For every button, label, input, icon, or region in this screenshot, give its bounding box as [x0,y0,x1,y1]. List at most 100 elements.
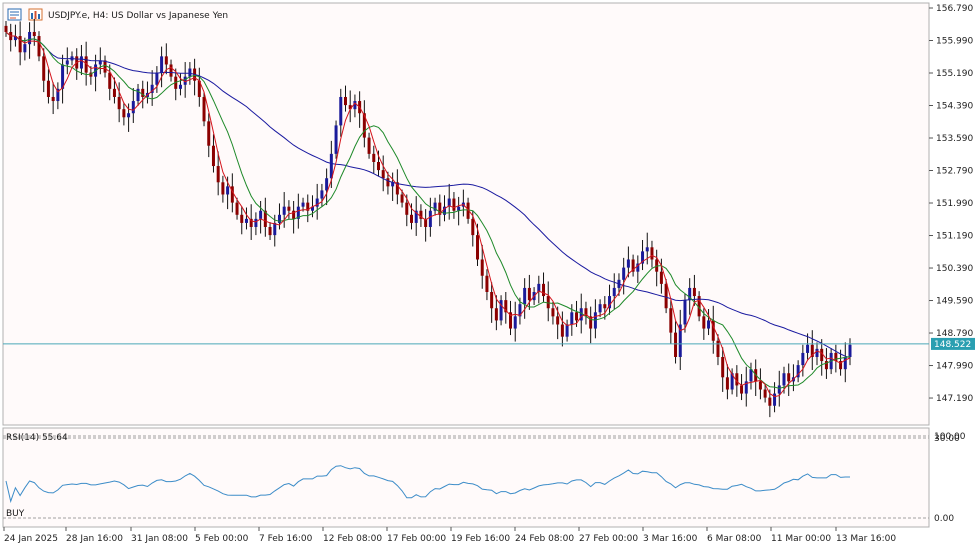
candle-bear [18,36,22,53]
candle-bull [645,247,649,252]
candle-bear [650,247,654,260]
time-tick-label: 12 Feb 08:00 [323,534,382,544]
candle-bear [556,316,560,325]
chart-window-icon[interactable] [7,8,22,21]
candle-bear [504,300,508,313]
candle-bear [716,340,720,357]
candle-bull [683,300,687,325]
rsi-title: RSI(14) 55.64 [6,433,68,443]
candle-bull [626,259,630,268]
candle-bear [221,182,225,195]
candle-bear [546,296,550,309]
candle-bear [584,308,588,317]
candle-bear [37,36,41,57]
candle-bull [61,64,65,89]
candle-bear [452,198,456,211]
candle-bear [542,283,546,297]
price-tick-label: 154.390 [936,102,973,112]
candle-bull [56,88,60,102]
candle-bull [244,218,248,223]
candle-bear [117,96,121,110]
candle-bull [310,206,314,211]
candle-bear [820,348,824,362]
candle-bear [527,287,531,301]
candle-bull [499,300,503,321]
candle-bull [518,304,522,317]
candle-bull [730,373,734,390]
candle-bear [372,153,376,162]
candle-bear [141,88,145,97]
price-tick-label: 148.790 [936,329,973,339]
candle-bull [127,113,131,118]
candle-bear [575,312,579,321]
rsi-signal-label: BUY [6,509,25,519]
time-tick-label: 27 Feb 00:00 [579,534,638,544]
candle-bull [443,206,447,215]
candle-bear [386,178,390,187]
candle-bear [424,218,428,227]
candle-bear [763,389,767,398]
candle-bull [579,308,583,321]
candle-bear [787,373,791,382]
candle-bull [136,88,140,102]
price-axis[interactable]: 156.790 155.990 155.190 154.390 153.590 152.7… [929,4,973,404]
candle-bull [282,206,286,215]
candle-bear [348,105,352,110]
candle-bull [259,210,263,219]
candle-bull [744,381,748,394]
candle-bull [98,60,102,65]
candle-bull [537,283,541,292]
price-tick-label: 151.190 [936,232,973,242]
candle-bull [188,68,192,77]
price-pane[interactable] [2,2,930,426]
candle-bull [79,56,83,69]
candle-bear [112,88,116,97]
candle-bull [565,324,569,337]
candle-bear [480,259,484,276]
candle-bull [636,263,640,272]
candle-bear [381,170,385,179]
candle-bear [268,226,272,236]
candle-bull [447,198,451,207]
candle-bear [287,206,291,211]
rsi-tick-label: 30.00 [934,434,960,444]
candle-bear [343,96,347,106]
candle-bull [320,190,324,199]
time-tick-label: 19 Feb 16:00 [451,534,510,544]
time-tick-label: 6 Mar 08:00 [707,534,762,544]
candle-bear [122,109,126,118]
candle-bull [612,287,616,297]
candle-bull [815,348,819,357]
rsi-pane[interactable] [2,427,930,528]
candle-bear [409,214,413,223]
candle-bear [367,137,371,154]
candle-bull [160,56,164,73]
candle-bear [476,235,480,260]
candle-bear [46,80,50,97]
candle-bear [108,72,112,89]
candle-bear [631,259,635,272]
price-tick-label: 156.790 [936,4,973,14]
candle-bull [28,31,32,45]
time-axis[interactable]: 24 Jan 2025 28 Jan 16:00 31 Jan 08:00 5 Feb… [3,527,896,544]
candle-bear [211,145,215,167]
current-price-label: 148.522 [931,337,975,350]
candle-bull [801,352,805,366]
candle-bull [777,385,781,394]
candle-bear [834,352,838,362]
price-tick-label: 149.590 [936,297,973,307]
candle-bear [419,210,423,219]
time-tick-label: 13 Mar 16:00 [836,534,896,544]
candle-bull [457,206,461,211]
candle-bull [23,44,27,53]
candle-bull [301,202,305,207]
candle-bear [249,218,253,227]
bar-chart-icon[interactable] [28,8,43,21]
candle-bull [226,186,230,195]
candle-bull [13,36,17,41]
candle-bear [758,381,762,390]
time-tick-label: 3 Mar 16:00 [643,534,698,544]
candle-bull [848,344,852,357]
candle-bear [490,291,494,309]
